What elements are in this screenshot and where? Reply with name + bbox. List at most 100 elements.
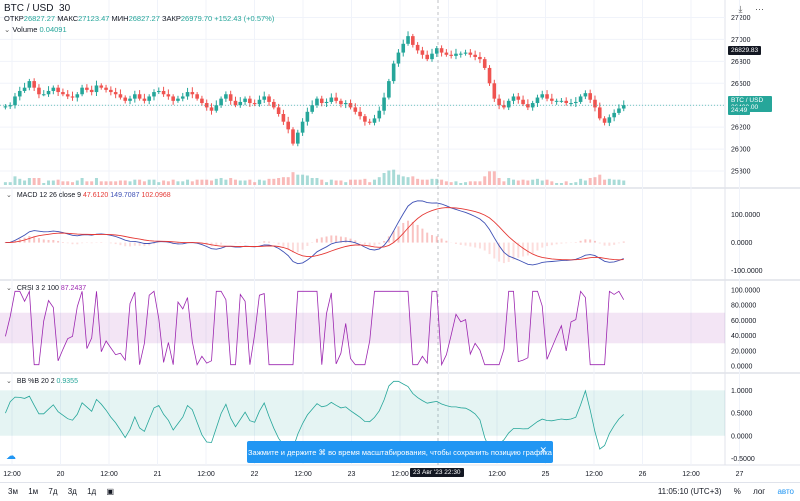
macd-histogram-bar [48,240,50,243]
volume-bar [306,176,309,186]
volume-bar [272,179,275,185]
bb-tick-label: -0.5000 [731,456,755,463]
macd-histogram-bar [373,243,375,246]
macd-histogram-bar [412,222,414,243]
candle-body [286,122,290,130]
volume-bar [507,178,510,185]
macd-params: 12 26 close 9 [39,192,81,199]
crsi-params: 3 2 100 [36,285,59,292]
macd-legend[interactable]: ⌄ MACD 12 26 close 9 47.6120 149.7087 10… [6,191,171,199]
candle-body [593,100,597,108]
volume-bar [57,180,60,185]
candle-body [200,99,204,103]
volume-bar [81,178,84,185]
bb-params: 20 2 [41,378,55,385]
volume-bar [392,170,395,185]
more-icon[interactable]: ⋯ [755,4,764,14]
macd-histogram-bar [364,243,366,245]
macd-histogram-bar [560,243,562,244]
candle-body [210,107,214,110]
candle-body [320,99,324,103]
volume-bar [603,180,606,185]
candle-body [622,105,626,108]
volume-bar [387,171,390,186]
volume-bar [95,178,98,185]
macd-histogram-bar [431,235,433,243]
candle-body [478,57,482,59]
volume-bar [368,182,371,185]
bb-legend[interactable]: ⌄ BB %B 20 2 0.9355 [6,377,78,385]
volume-bar [124,181,127,186]
range-3d-button[interactable]: 3д [68,487,77,496]
clock-readout[interactable]: 11:05:10 (UTC+3) [658,487,722,496]
volume-bar [277,178,280,185]
candle-body [18,91,22,96]
volume-bar [589,178,592,185]
range-1m-button[interactable]: 1м [28,487,38,496]
candle-body [598,107,602,118]
symbol-name: BTC / USD [4,3,53,14]
volume-bar [407,177,410,185]
macd-histogram-bar [527,243,529,256]
volume-bar [148,180,151,185]
auto-toggle[interactable]: авто [777,487,794,496]
go-to-date-icon[interactable]: ▣ [106,487,114,496]
range-7d-button[interactable]: 7д [48,487,57,496]
crsi-legend[interactable]: ⌄ CRSI 3 2 100 87.2437 [6,284,86,292]
range-3m-button[interactable]: 3м [8,487,18,496]
candle-body [109,90,113,92]
log-toggle[interactable]: лог [753,487,765,496]
percent-toggle[interactable]: % [734,487,741,496]
candle-body [123,98,127,101]
volume-bar [90,181,93,185]
macd-histogram-bar [551,243,553,246]
candle-body [8,105,12,106]
candle-body [555,101,559,102]
macd-histogram-bar [512,243,514,260]
volume-bar [301,175,304,185]
crsi-label: CRSI [17,285,34,292]
volume-bar [320,180,323,185]
macd-histogram-bar [268,242,270,243]
volume-bar [426,180,429,185]
open-value: 26827.27 [24,14,55,23]
candle-body [454,54,458,56]
candle-body [191,92,195,94]
macd-histogram-bar [134,243,136,246]
volume-bar [498,178,501,185]
candle-body [282,114,286,122]
time-tick-label: 12:00 [294,471,312,478]
chevron-down-icon[interactable]: ⌄ [6,192,12,199]
volume-readout[interactable]: ⌄ Volume 0.04091 [4,25,67,34]
volume-bar [28,178,31,185]
candle-body [147,96,151,100]
chevron-down-icon[interactable]: ⌄ [6,378,12,385]
candle-body [550,99,554,101]
cloud-logo-icon[interactable]: ☁ [6,451,16,462]
macd-histogram-bar [469,243,471,247]
candle-body [507,101,511,108]
download-icon[interactable]: ⤓ [739,4,743,14]
bottom-bar: 3м 1м 7д 3д 1д ▣ 11:05:10 (UTC+3) % лог … [0,482,800,501]
macd-histogram-bar [455,243,457,244]
volume-bar [172,180,175,185]
macd-histogram-bar [522,243,524,257]
candle-body [545,94,549,98]
low-label: МИН [112,14,129,23]
candle-body [401,44,405,53]
volume-bar [411,176,414,185]
candle-body [66,94,70,96]
candle-body [157,91,161,92]
close-icon[interactable]: ✕ [539,445,547,456]
macd-histogram-bar [604,243,606,246]
symbol-title[interactable]: BTC / USD 30 [4,3,70,14]
macd-histogram-bar [369,243,371,246]
chevron-down-icon[interactable]: ⌄ [6,285,12,292]
candle-body [425,55,429,59]
range-1d-button[interactable]: 1д [87,487,96,496]
candle-body [90,90,94,92]
macd-histogram-bar [115,243,117,245]
chevron-down-icon[interactable]: ⌄ [4,25,10,34]
candle-body [469,53,473,55]
